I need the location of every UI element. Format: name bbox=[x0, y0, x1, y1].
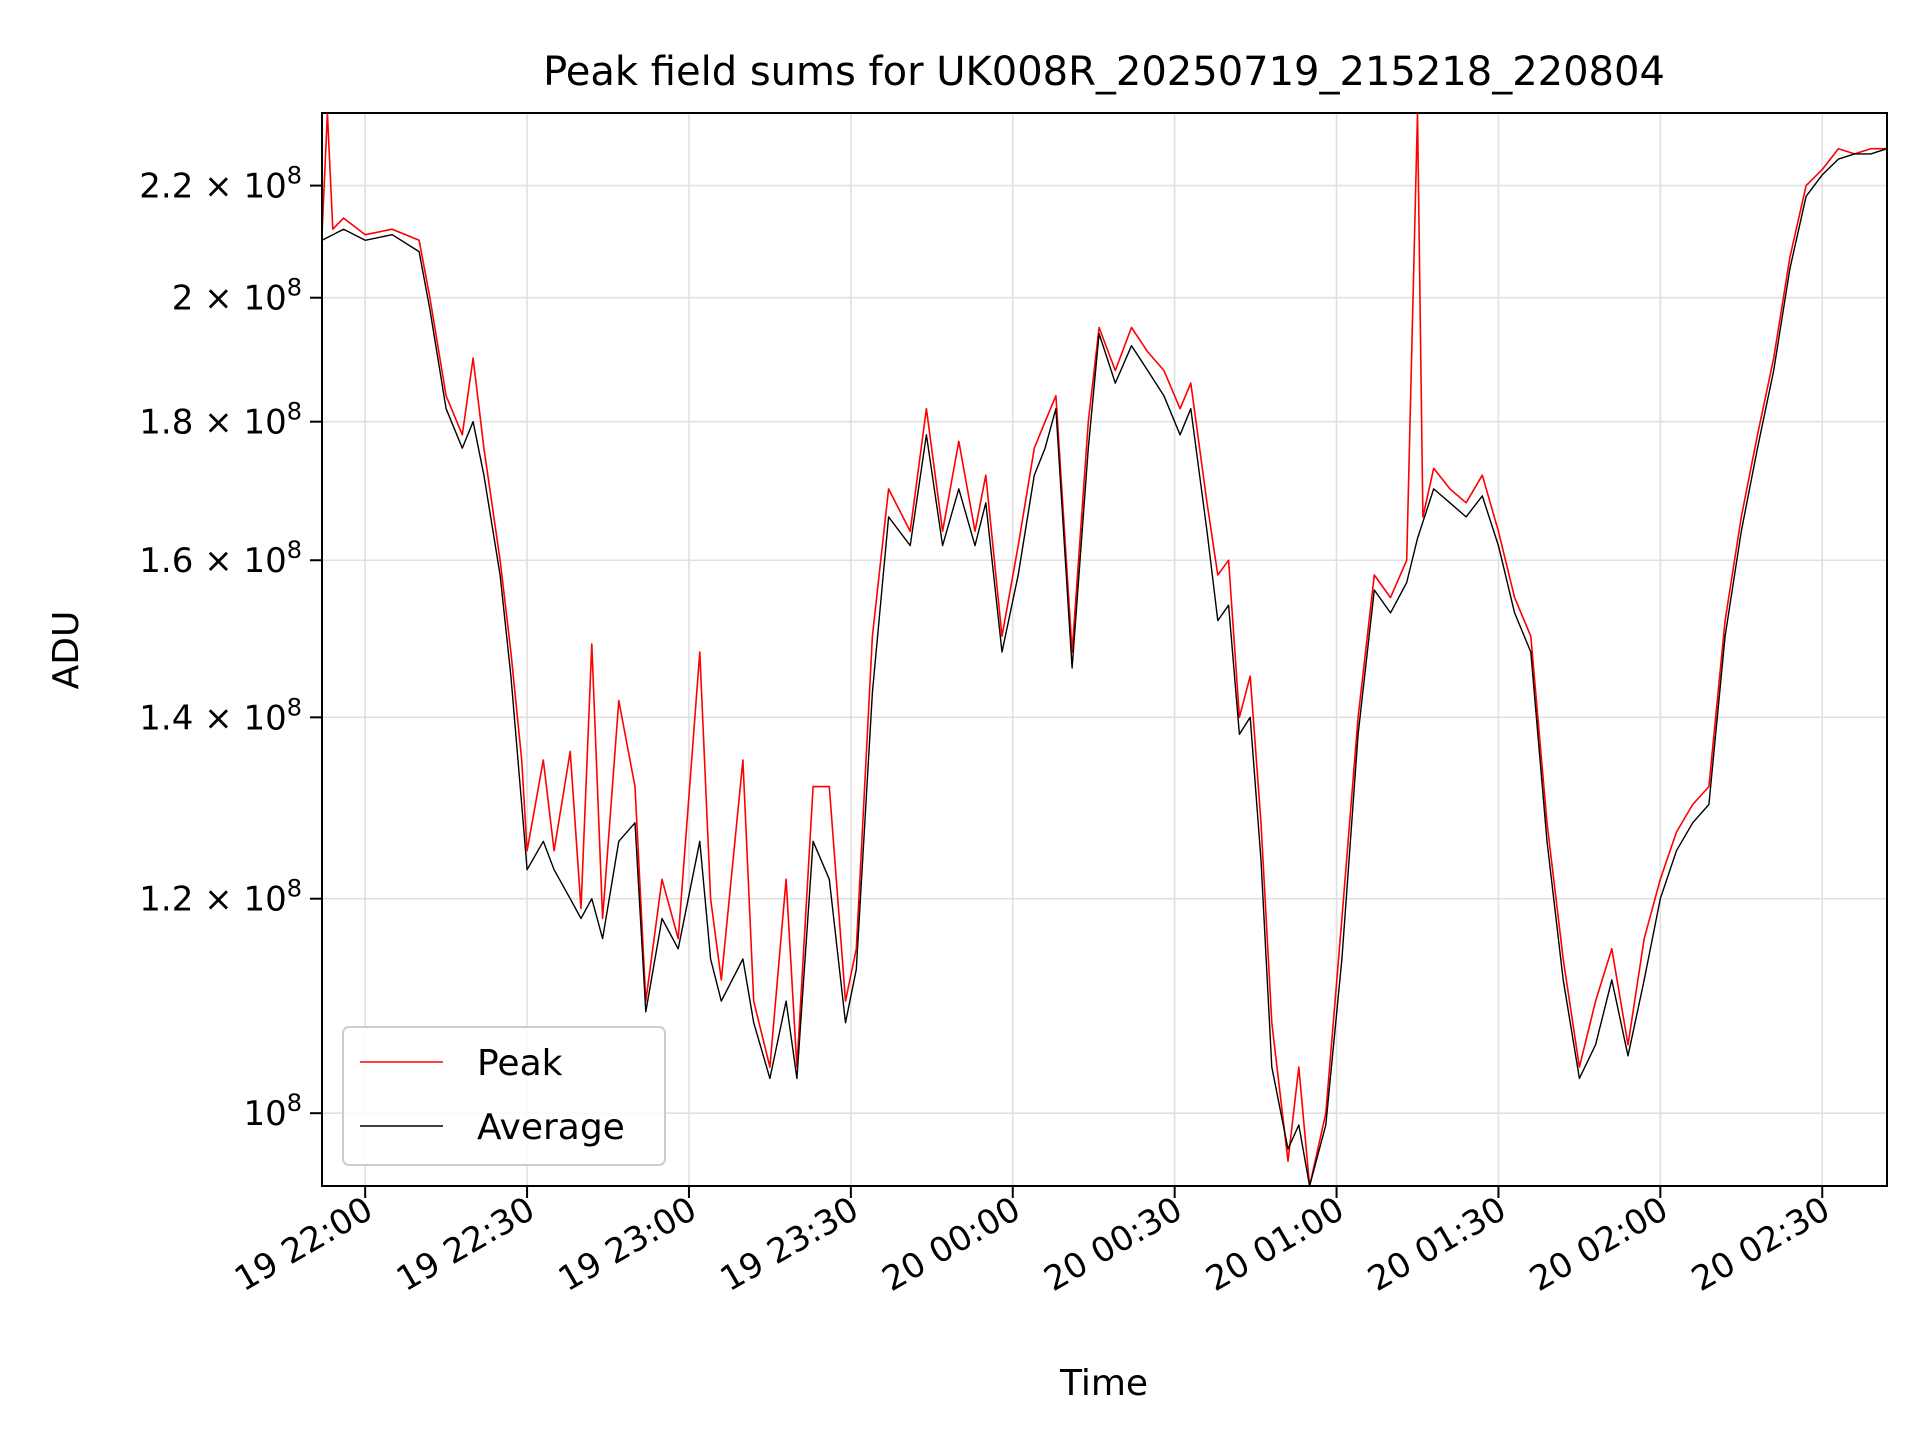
axes-frame bbox=[321, 112, 1888, 1187]
y-tick-label: 1.8 × 108 bbox=[139, 398, 302, 443]
y-tick-label: 1.6 × 108 bbox=[139, 536, 302, 581]
legend-label-peak: Peak bbox=[477, 1043, 563, 1084]
grid-lines bbox=[322, 113, 1887, 1186]
series-line-average bbox=[321, 148, 1888, 1187]
chart-title: Peak field sums for UK008R_20250719_2152… bbox=[543, 49, 1665, 95]
y-tick-label: 1.2 × 108 bbox=[139, 875, 302, 920]
y-axis-label: ADU bbox=[46, 611, 87, 690]
series-layer bbox=[321, 112, 1888, 1187]
legend-label-average: Average bbox=[477, 1107, 625, 1148]
y-axis: 108 1.2 × 108 1.4 × 108 1.6 × 108 1.8 × 108 2… bbox=[139, 162, 322, 1134]
legend: Peak Average bbox=[342, 1026, 666, 1166]
y-tick-label: 1.4 × 108 bbox=[139, 693, 302, 738]
series-line-peak bbox=[321, 112, 1887, 1187]
y-tick-label: 2.2 × 108 bbox=[139, 162, 302, 207]
y-tick-label: 2 × 108 bbox=[172, 274, 302, 319]
x-axis-label: Time bbox=[1059, 1363, 1148, 1404]
y-tick-label: 108 bbox=[243, 1089, 302, 1134]
